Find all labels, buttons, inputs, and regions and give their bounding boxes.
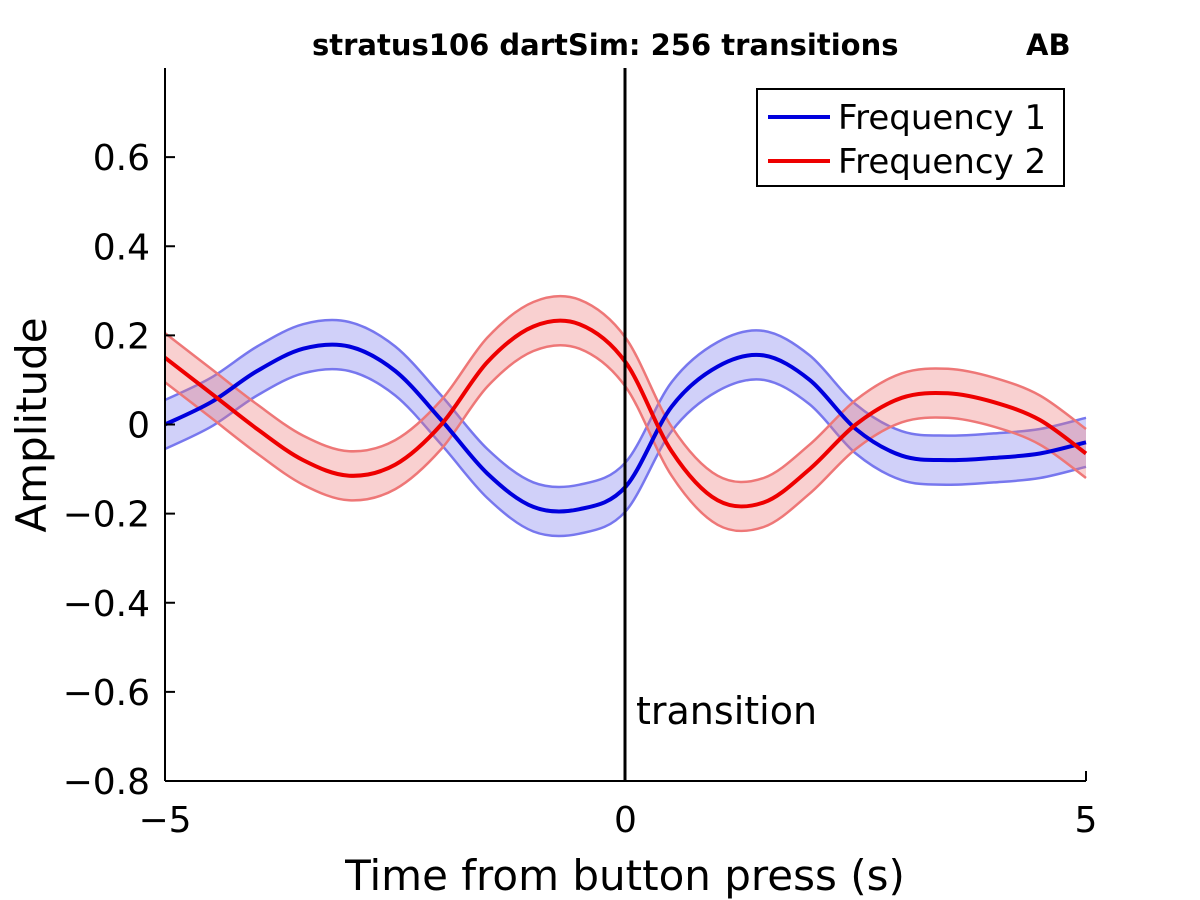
band-lower-frequency-2 (164, 343, 1087, 533)
y-tick-label: −0.4 (63, 584, 150, 625)
transition-label: transition (636, 689, 817, 733)
y-tick-label: 0.4 (93, 227, 150, 268)
chart-title: stratus106 dartSim: 256 transitions (312, 28, 898, 62)
y-axis-label: Amplitude (7, 317, 56, 532)
x-tick-label: −5 (138, 800, 191, 841)
band-fill-frequency-1 (165, 319, 1086, 537)
x-ticks: −5 0 5 (138, 771, 1097, 841)
x-axis-label: Time from button press (s) (344, 851, 905, 900)
y-tick-label: −0.6 (63, 673, 150, 714)
y-tick-label: 0 (127, 406, 150, 447)
x-tick-label: 5 (1075, 800, 1098, 841)
band-fill-frequency-2 (165, 296, 1086, 532)
legend-label-frequency-2: Frequency 2 (838, 142, 1046, 182)
legend-box (756, 88, 1065, 187)
corner-label: AB (1026, 28, 1071, 62)
y-tick-label: 0.2 (93, 316, 150, 357)
legend: Frequency 1 Frequency 2 (756, 88, 1065, 187)
legend-label-frequency-1: Frequency 1 (838, 98, 1046, 138)
y-ticks: −0.8 −0.6 −0.4 −0.2 0 0.2 0.4 0.6 (63, 138, 175, 803)
y-tick-label: −0.8 (63, 762, 150, 803)
band-upper-frequency-2 (164, 294, 1087, 484)
y-tick-label: −0.2 (63, 495, 150, 536)
x-tick-label: 0 (614, 800, 637, 841)
y-tick-label: 0.6 (93, 138, 150, 179)
series-line-frequency-2 (163, 318, 1088, 509)
